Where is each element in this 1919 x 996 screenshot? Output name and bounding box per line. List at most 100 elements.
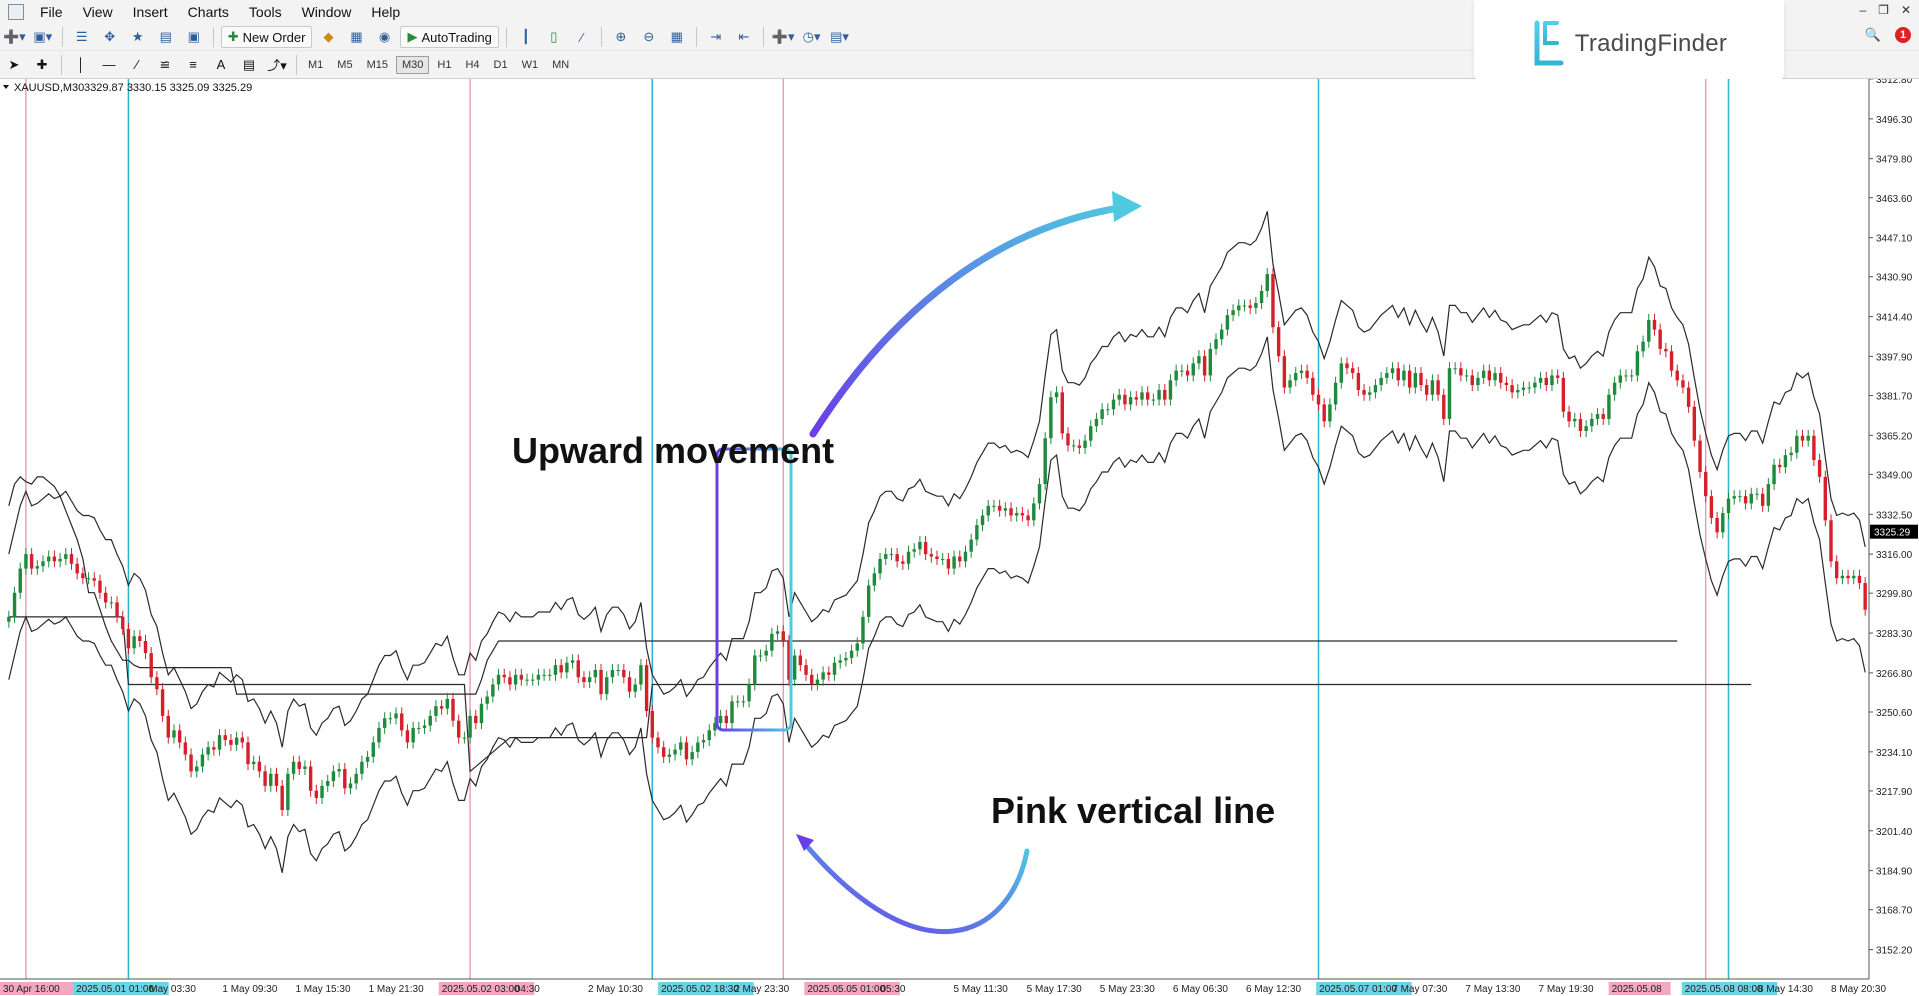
vertical-lines <box>25 79 1730 979</box>
autoscroll-icon[interactable]: ⇤ <box>738 29 750 44</box>
price-tick-label: 3332.50 <box>1876 510 1913 521</box>
timeframe-h4[interactable]: H4 <box>465 58 480 71</box>
data-window-icon[interactable]: ★ <box>131 29 144 44</box>
navigator-icon[interactable]: ✥ <box>104 29 116 44</box>
candle-body <box>1265 274 1269 291</box>
candle-body <box>986 505 990 516</box>
periods-icon[interactable]: ◷▾ <box>802 29 821 44</box>
channel-icon[interactable]: ≌ <box>159 56 171 72</box>
minimize-icon[interactable]: – <box>1859 3 1867 17</box>
timeframe-d1[interactable]: D1 <box>493 58 508 71</box>
terminal-icon[interactable]: ▤ <box>159 29 172 44</box>
close-icon[interactable]: ✕ <box>1900 3 1911 17</box>
time-tick-label: 2025.05.07 01:00 <box>1319 984 1397 995</box>
candle-body <box>189 754 193 772</box>
upper-level-line <box>8 476 1678 695</box>
restore-icon[interactable]: ❐ <box>1878 3 1889 17</box>
price-chart[interactable]: 3512.80 3496.30 3479.80 3463.60 3447.10 3430.… <box>0 79 1919 996</box>
text-icon[interactable]: A <box>216 57 226 72</box>
market-watch-icon[interactable]: ☰ <box>75 29 88 44</box>
candle-body <box>1567 411 1571 422</box>
line-chart-icon[interactable]: ∕ <box>580 29 583 45</box>
candle-body <box>946 558 951 569</box>
candle-body <box>992 505 996 507</box>
signals-icon[interactable]: ▦ <box>350 29 363 44</box>
candle-body <box>1259 290 1264 304</box>
timeframe-m15[interactable]: M15 <box>366 58 388 71</box>
crosshair-icon[interactable]: ✚ <box>36 56 48 72</box>
new-chart-icon[interactable]: ➕▾ <box>3 29 26 44</box>
horizontal-line-icon[interactable]: — <box>102 57 116 72</box>
candle-body <box>485 696 489 704</box>
candle-body <box>1316 394 1321 405</box>
candle-body <box>593 669 598 678</box>
chart-header-arrow-icon[interactable] <box>3 85 9 89</box>
candle-body <box>1510 385 1514 393</box>
autotrading-button[interactable]: ▶ AutoTrading <box>400 26 499 48</box>
candle-body <box>832 662 837 675</box>
zoom-out-icon[interactable]: ⊖ <box>643 29 655 44</box>
menu-window[interactable]: Window <box>301 4 352 20</box>
search-icon[interactable]: 🔍 <box>1864 27 1881 42</box>
candle-body <box>98 580 102 593</box>
time-label-highlight <box>1608 982 1671 995</box>
zoom-in-icon[interactable]: ⊕ <box>615 29 627 44</box>
menu-view[interactable]: View <box>82 4 113 20</box>
market-icon[interactable]: ◉ <box>378 29 391 44</box>
timeframe-m30[interactable]: M30 <box>395 55 430 74</box>
candle-body <box>365 756 370 762</box>
timeframe-w1[interactable]: W1 <box>521 58 539 71</box>
candle-body <box>474 715 478 724</box>
new-order-icon: ✚ <box>227 29 239 44</box>
chart-shift-icon[interactable]: ⇥ <box>710 29 722 44</box>
label-icon[interactable]: ▤ <box>242 56 256 72</box>
candle-body <box>1726 498 1731 514</box>
menu-insert[interactable]: Insert <box>132 4 168 20</box>
candle-body <box>553 665 558 675</box>
bar-chart-icon[interactable]: ┃ <box>521 29 530 44</box>
last-price-tag <box>1870 524 1918 539</box>
candle-body <box>206 747 210 755</box>
time-tick-label: 1 May 15:30 <box>295 984 350 995</box>
candle-body <box>542 674 546 676</box>
candle-body <box>923 542 928 555</box>
alert-badge[interactable]: 1 <box>1895 27 1911 43</box>
trendline-icon[interactable]: ∕ <box>135 57 139 72</box>
tester-icon[interactable]: ▣ <box>187 29 200 44</box>
fibonacci-icon[interactable]: ≡ <box>189 57 197 72</box>
time-tick-label: 7 May 07:30 <box>1392 984 1447 995</box>
templates-icon[interactable]: ▤▾ <box>830 29 849 44</box>
indicators-icon[interactable]: ➕▾ <box>771 29 795 44</box>
tile-windows-icon[interactable]: ▦ <box>670 29 683 44</box>
candlestick-icon[interactable]: ▯ <box>550 29 558 44</box>
menu-tools[interactable]: Tools <box>248 4 282 20</box>
profiles-icon[interactable]: ▣▾ <box>33 29 53 44</box>
candle-body <box>388 718 393 720</box>
timeframe-m5[interactable]: M5 <box>337 58 353 71</box>
candle-body <box>508 677 512 685</box>
menu-charts[interactable]: Charts <box>187 4 229 20</box>
candle-body <box>172 730 176 738</box>
app-icon <box>8 4 24 20</box>
cursor-icon[interactable]: ➤ <box>8 56 20 72</box>
candle-body <box>377 727 381 743</box>
timeframe-m1[interactable]: M1 <box>308 58 324 71</box>
candle-body <box>758 655 763 657</box>
candle-body <box>747 684 751 702</box>
candle-body <box>667 754 672 757</box>
new-order-button[interactable]: ✚ New Order <box>220 26 313 48</box>
timeframe-mn[interactable]: MN <box>552 58 570 71</box>
candle-body <box>1174 370 1178 381</box>
candle-body <box>1083 440 1087 448</box>
timeframe-h1[interactable]: H1 <box>437 58 452 71</box>
time-label-highlight <box>1316 982 1412 995</box>
candle-body <box>1561 377 1566 412</box>
time-label-highlight <box>438 982 535 995</box>
price-tick-label: 3201.40 <box>1876 827 1913 838</box>
arrows-icon[interactable]: ⤴▾ <box>267 58 287 73</box>
candle-body <box>58 558 62 562</box>
menu-help[interactable]: Help <box>371 4 401 20</box>
metaeditor-icon[interactable]: ◆ <box>323 29 334 44</box>
menu-file[interactable]: File <box>40 4 63 20</box>
vertical-line-icon[interactable]: │ <box>76 57 86 72</box>
